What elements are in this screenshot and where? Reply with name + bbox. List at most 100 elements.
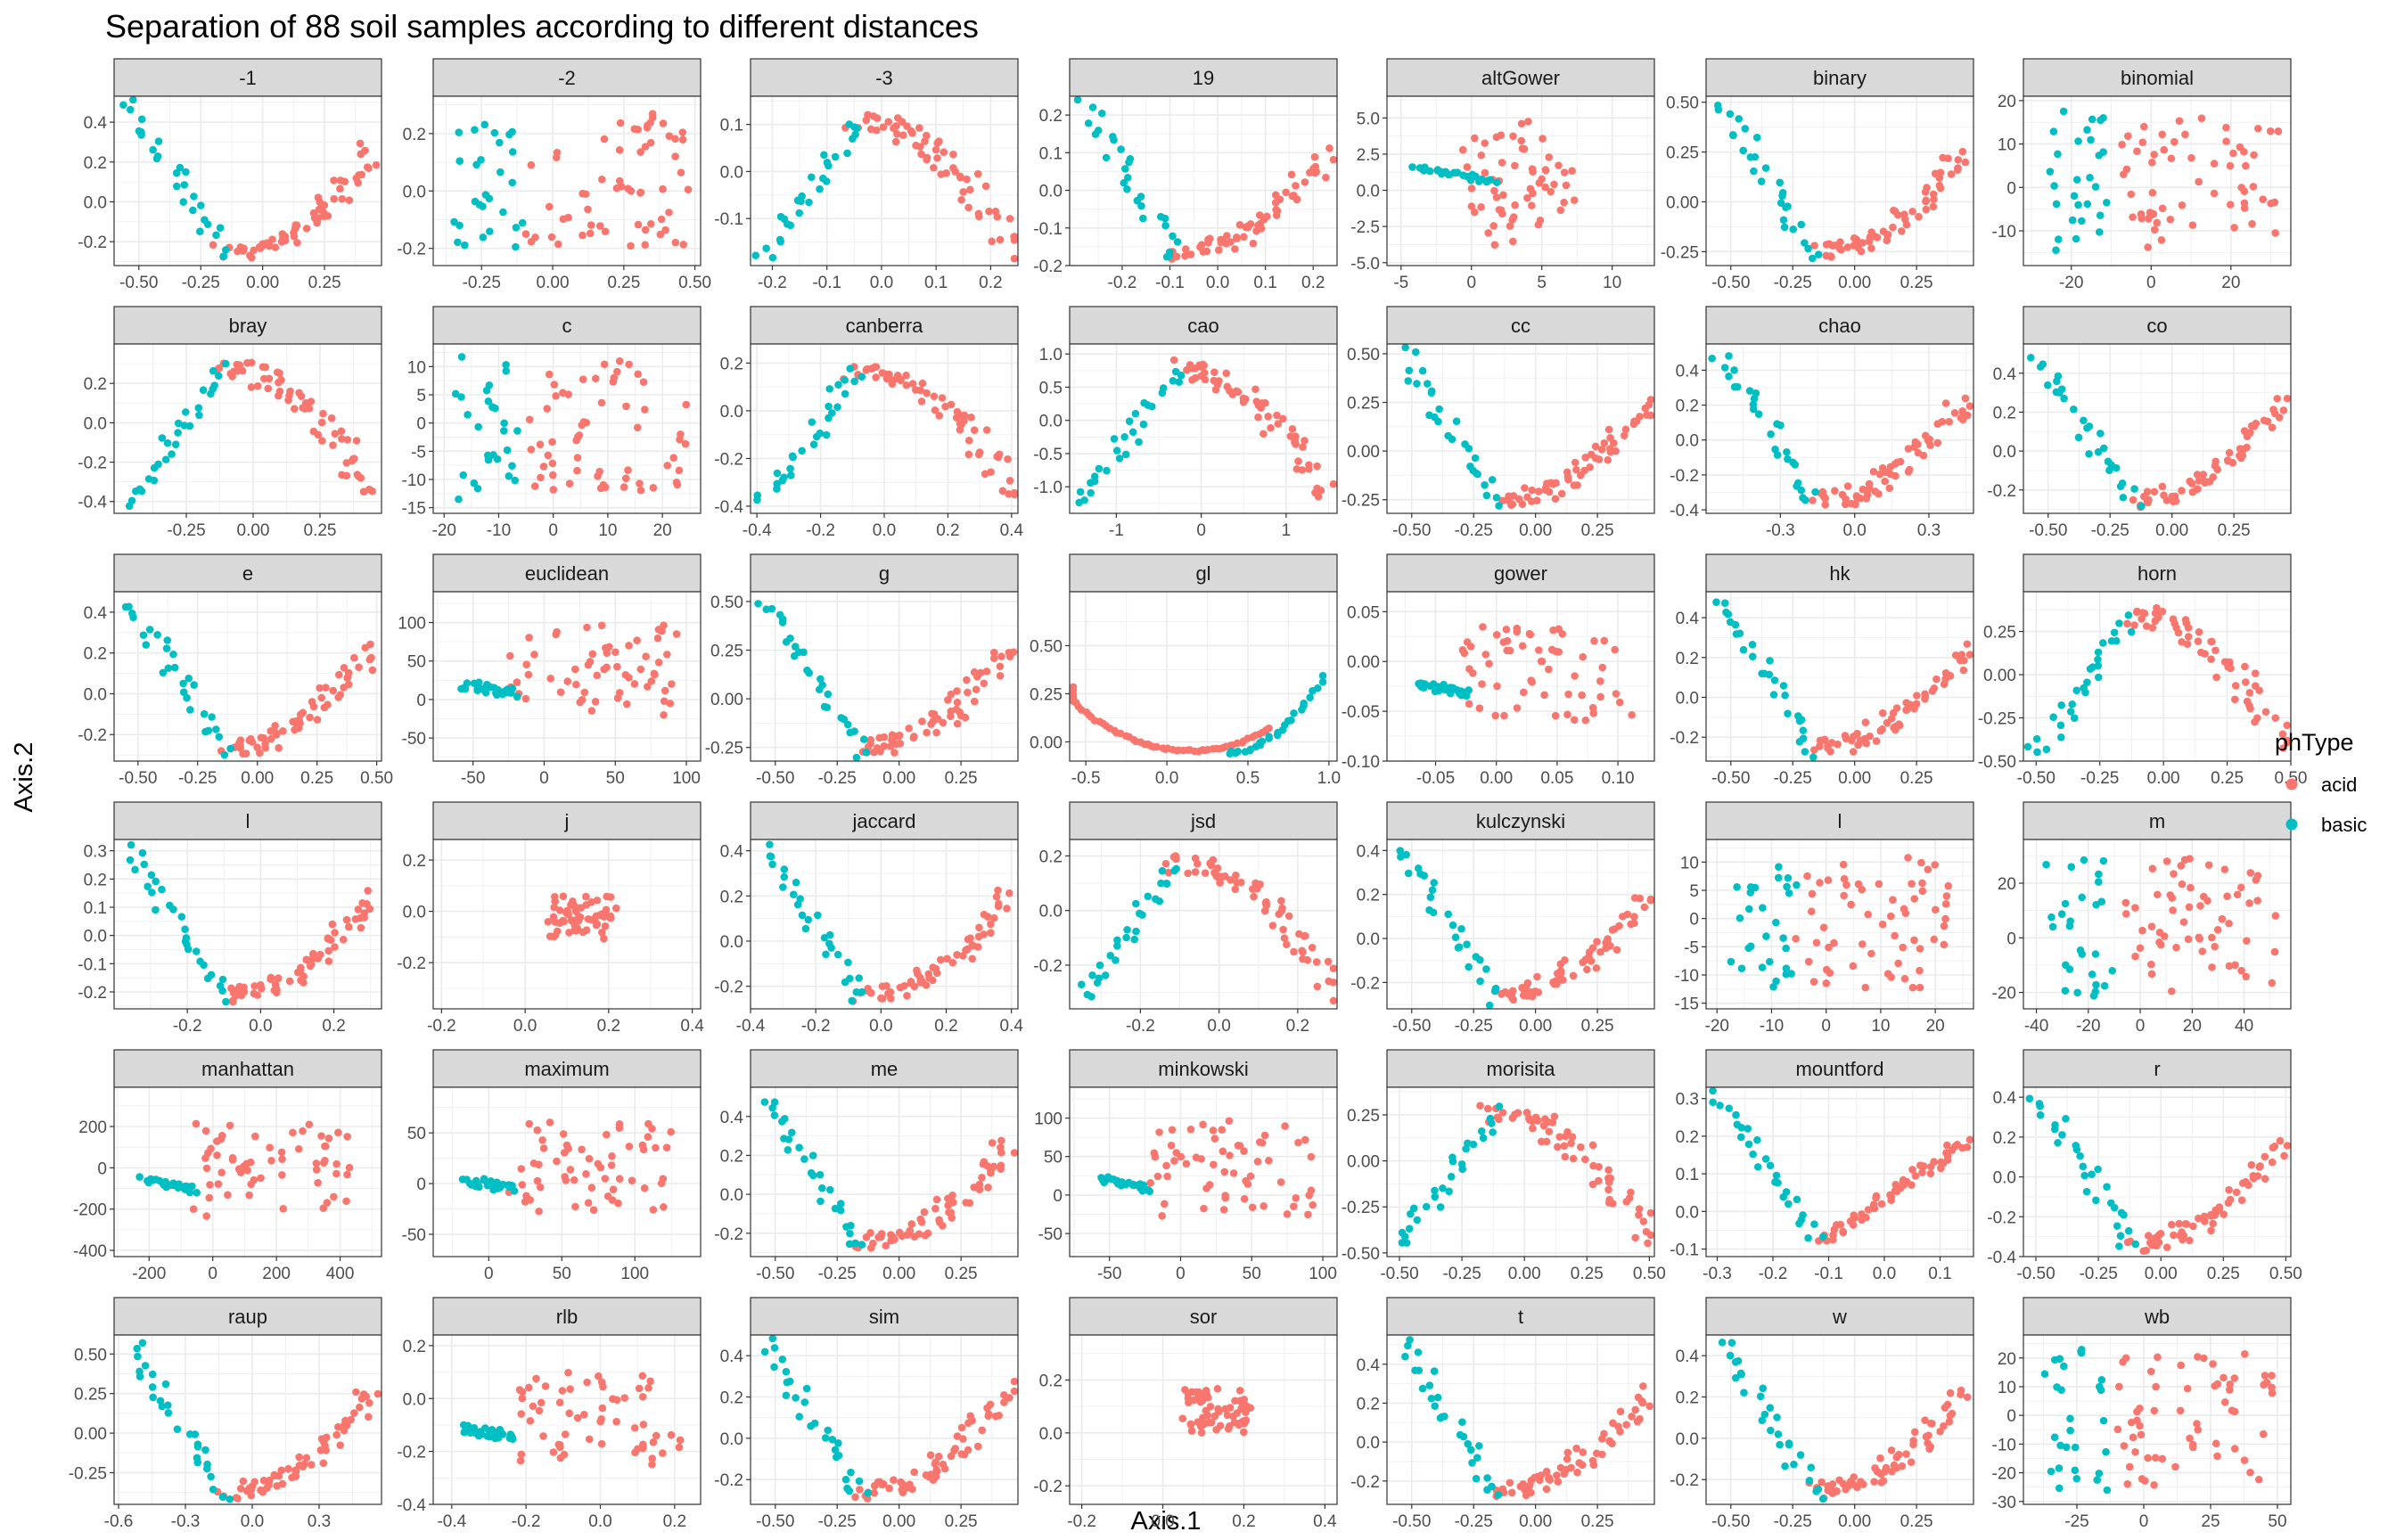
data-point-acid xyxy=(956,173,964,182)
data-point-acid xyxy=(1153,742,1161,751)
data-point-acid xyxy=(2274,127,2283,135)
facet-strip xyxy=(1069,1297,1338,1336)
tick-label-x: 0.25 xyxy=(304,521,337,540)
data-point-basic xyxy=(1426,893,1435,902)
data-point-acid xyxy=(1808,889,1817,898)
data-point-acid xyxy=(1598,663,1607,672)
tick-label-y: 0.50 xyxy=(1030,637,1063,656)
data-point-basic xyxy=(1407,1209,1415,1218)
data-point-acid xyxy=(2146,209,2154,217)
data-point-acid xyxy=(564,1368,572,1377)
data-point-acid xyxy=(1155,1128,1163,1136)
panel-plot-area xyxy=(1387,344,1654,513)
data-point-acid xyxy=(2251,682,2260,690)
tick-label-x: -0.25 xyxy=(1455,1512,1493,1531)
data-point-acid xyxy=(1859,940,1867,948)
data-point-basic xyxy=(185,422,194,430)
data-point-basic xyxy=(846,1229,854,1238)
tick-label-x: -0.50 xyxy=(756,1265,794,1283)
data-point-acid xyxy=(1831,487,1839,495)
data-point-acid xyxy=(2147,922,2156,930)
data-point-acid xyxy=(1555,1133,1564,1141)
data-point-basic xyxy=(1467,1446,1475,1454)
data-point-acid xyxy=(550,932,558,941)
data-point-acid xyxy=(657,215,666,224)
tick-label-x: -20 xyxy=(2076,1017,2100,1036)
data-point-acid xyxy=(1500,711,1508,720)
data-point-acid xyxy=(864,987,872,995)
data-point-basic xyxy=(1448,921,1457,930)
data-point-basic xyxy=(766,840,774,848)
tick-label-y: 0.0 xyxy=(84,928,107,946)
data-point-basic xyxy=(2080,416,2088,425)
data-point-acid xyxy=(247,1485,256,1494)
data-point-acid xyxy=(566,1166,575,1174)
data-point-acid xyxy=(627,187,636,195)
tick-label-y: -20 xyxy=(1992,985,2016,1003)
data-point-acid xyxy=(976,668,985,677)
tick-label-y: -10 xyxy=(1675,967,1699,986)
data-point-basic xyxy=(1748,652,1757,661)
tick-label-x: 0 xyxy=(1176,1265,1186,1283)
data-point-basic xyxy=(798,192,806,201)
panel-border xyxy=(2023,839,2292,1010)
data-point-acid xyxy=(1818,487,1827,496)
data-point-basic xyxy=(1083,990,1092,999)
data-point-acid xyxy=(1283,940,1291,949)
data-point-basic xyxy=(2116,1232,2125,1241)
data-point-basic xyxy=(780,473,788,481)
data-point-acid xyxy=(267,734,275,743)
data-point-acid xyxy=(989,1162,998,1171)
data-point-acid xyxy=(997,652,1005,660)
data-point-acid xyxy=(1188,1388,1196,1397)
data-point-acid xyxy=(1848,736,1856,745)
tick-label-x: -0.25 xyxy=(1442,1265,1481,1283)
tick-label-x: -0.25 xyxy=(1774,274,1812,292)
data-point-acid xyxy=(1808,907,1816,916)
data-point-acid xyxy=(1847,900,1855,909)
data-point-basic xyxy=(1125,158,1133,167)
data-point-acid xyxy=(600,135,609,143)
facet-panel-5: binary-0.50 -0.25 0.00 0.25-0.250.000.250.5… xyxy=(1661,58,1974,292)
data-point-acid xyxy=(2193,485,2202,494)
data-point-basic xyxy=(491,404,499,413)
data-point-acid xyxy=(1519,991,1528,1000)
data-point-acid xyxy=(981,182,990,191)
data-point-acid xyxy=(1229,1169,1238,1177)
data-point-acid xyxy=(1501,987,1509,996)
data-point-acid xyxy=(1931,861,1940,869)
data-point-acid xyxy=(373,1389,382,1398)
data-point-acid xyxy=(233,360,242,369)
data-point-acid xyxy=(240,244,248,252)
data-point-acid xyxy=(549,1448,558,1456)
tick-label-x: 0.0 xyxy=(1151,1512,1174,1531)
data-point-acid xyxy=(996,235,1005,244)
tick-label-x: 0.50 xyxy=(678,274,711,292)
data-point-acid xyxy=(1556,967,1565,975)
data-point-acid xyxy=(980,930,989,938)
data-point-acid xyxy=(555,1398,564,1407)
tick-label-y: 0.25 xyxy=(74,1386,107,1405)
data-point-acid xyxy=(2222,123,2230,132)
tick-label-x: 0.0 xyxy=(249,1017,272,1036)
data-point-acid xyxy=(362,1392,371,1401)
data-point-acid xyxy=(250,246,258,255)
data-point-acid xyxy=(1635,1205,1644,1213)
data-point-basic xyxy=(1753,1135,1761,1144)
tick-label-x: 0 xyxy=(1466,274,1476,292)
tick-label-y: 0.0 xyxy=(1676,432,1699,451)
data-point-acid xyxy=(1957,651,1966,659)
data-point-acid xyxy=(601,483,610,491)
data-point-acid xyxy=(1930,684,1939,692)
tick-label-x: -0.2 xyxy=(806,521,835,540)
data-point-acid xyxy=(1254,413,1262,422)
data-point-acid xyxy=(1210,1135,1219,1143)
panel-plot-area xyxy=(1387,592,1654,761)
data-point-basic xyxy=(2094,673,2103,682)
data-point-acid xyxy=(1804,957,1813,966)
data-point-acid xyxy=(947,1452,956,1461)
tick-label-y: 0.2 xyxy=(84,375,107,394)
data-point-acid xyxy=(658,627,666,635)
data-point-acid xyxy=(621,670,630,679)
data-point-acid xyxy=(2178,880,2187,889)
